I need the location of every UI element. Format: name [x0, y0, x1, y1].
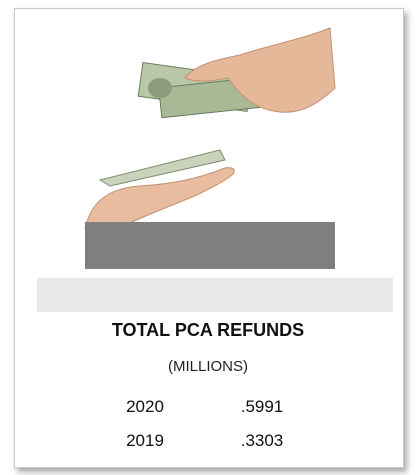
bills-low: [98, 149, 226, 187]
title: TOTAL PCA REFUNDS: [111, 320, 305, 340]
gray-block: [85, 222, 335, 269]
year: 2020: [126, 397, 164, 416]
lower-hand: [84, 167, 235, 229]
gray-band: [37, 278, 393, 312]
year: 2019: [126, 431, 164, 450]
upper-hand: [184, 27, 336, 113]
amount: .5991: [240, 397, 284, 416]
subtitle: (MILLIONS): [167, 358, 248, 375]
amount: .3303: [240, 431, 284, 450]
